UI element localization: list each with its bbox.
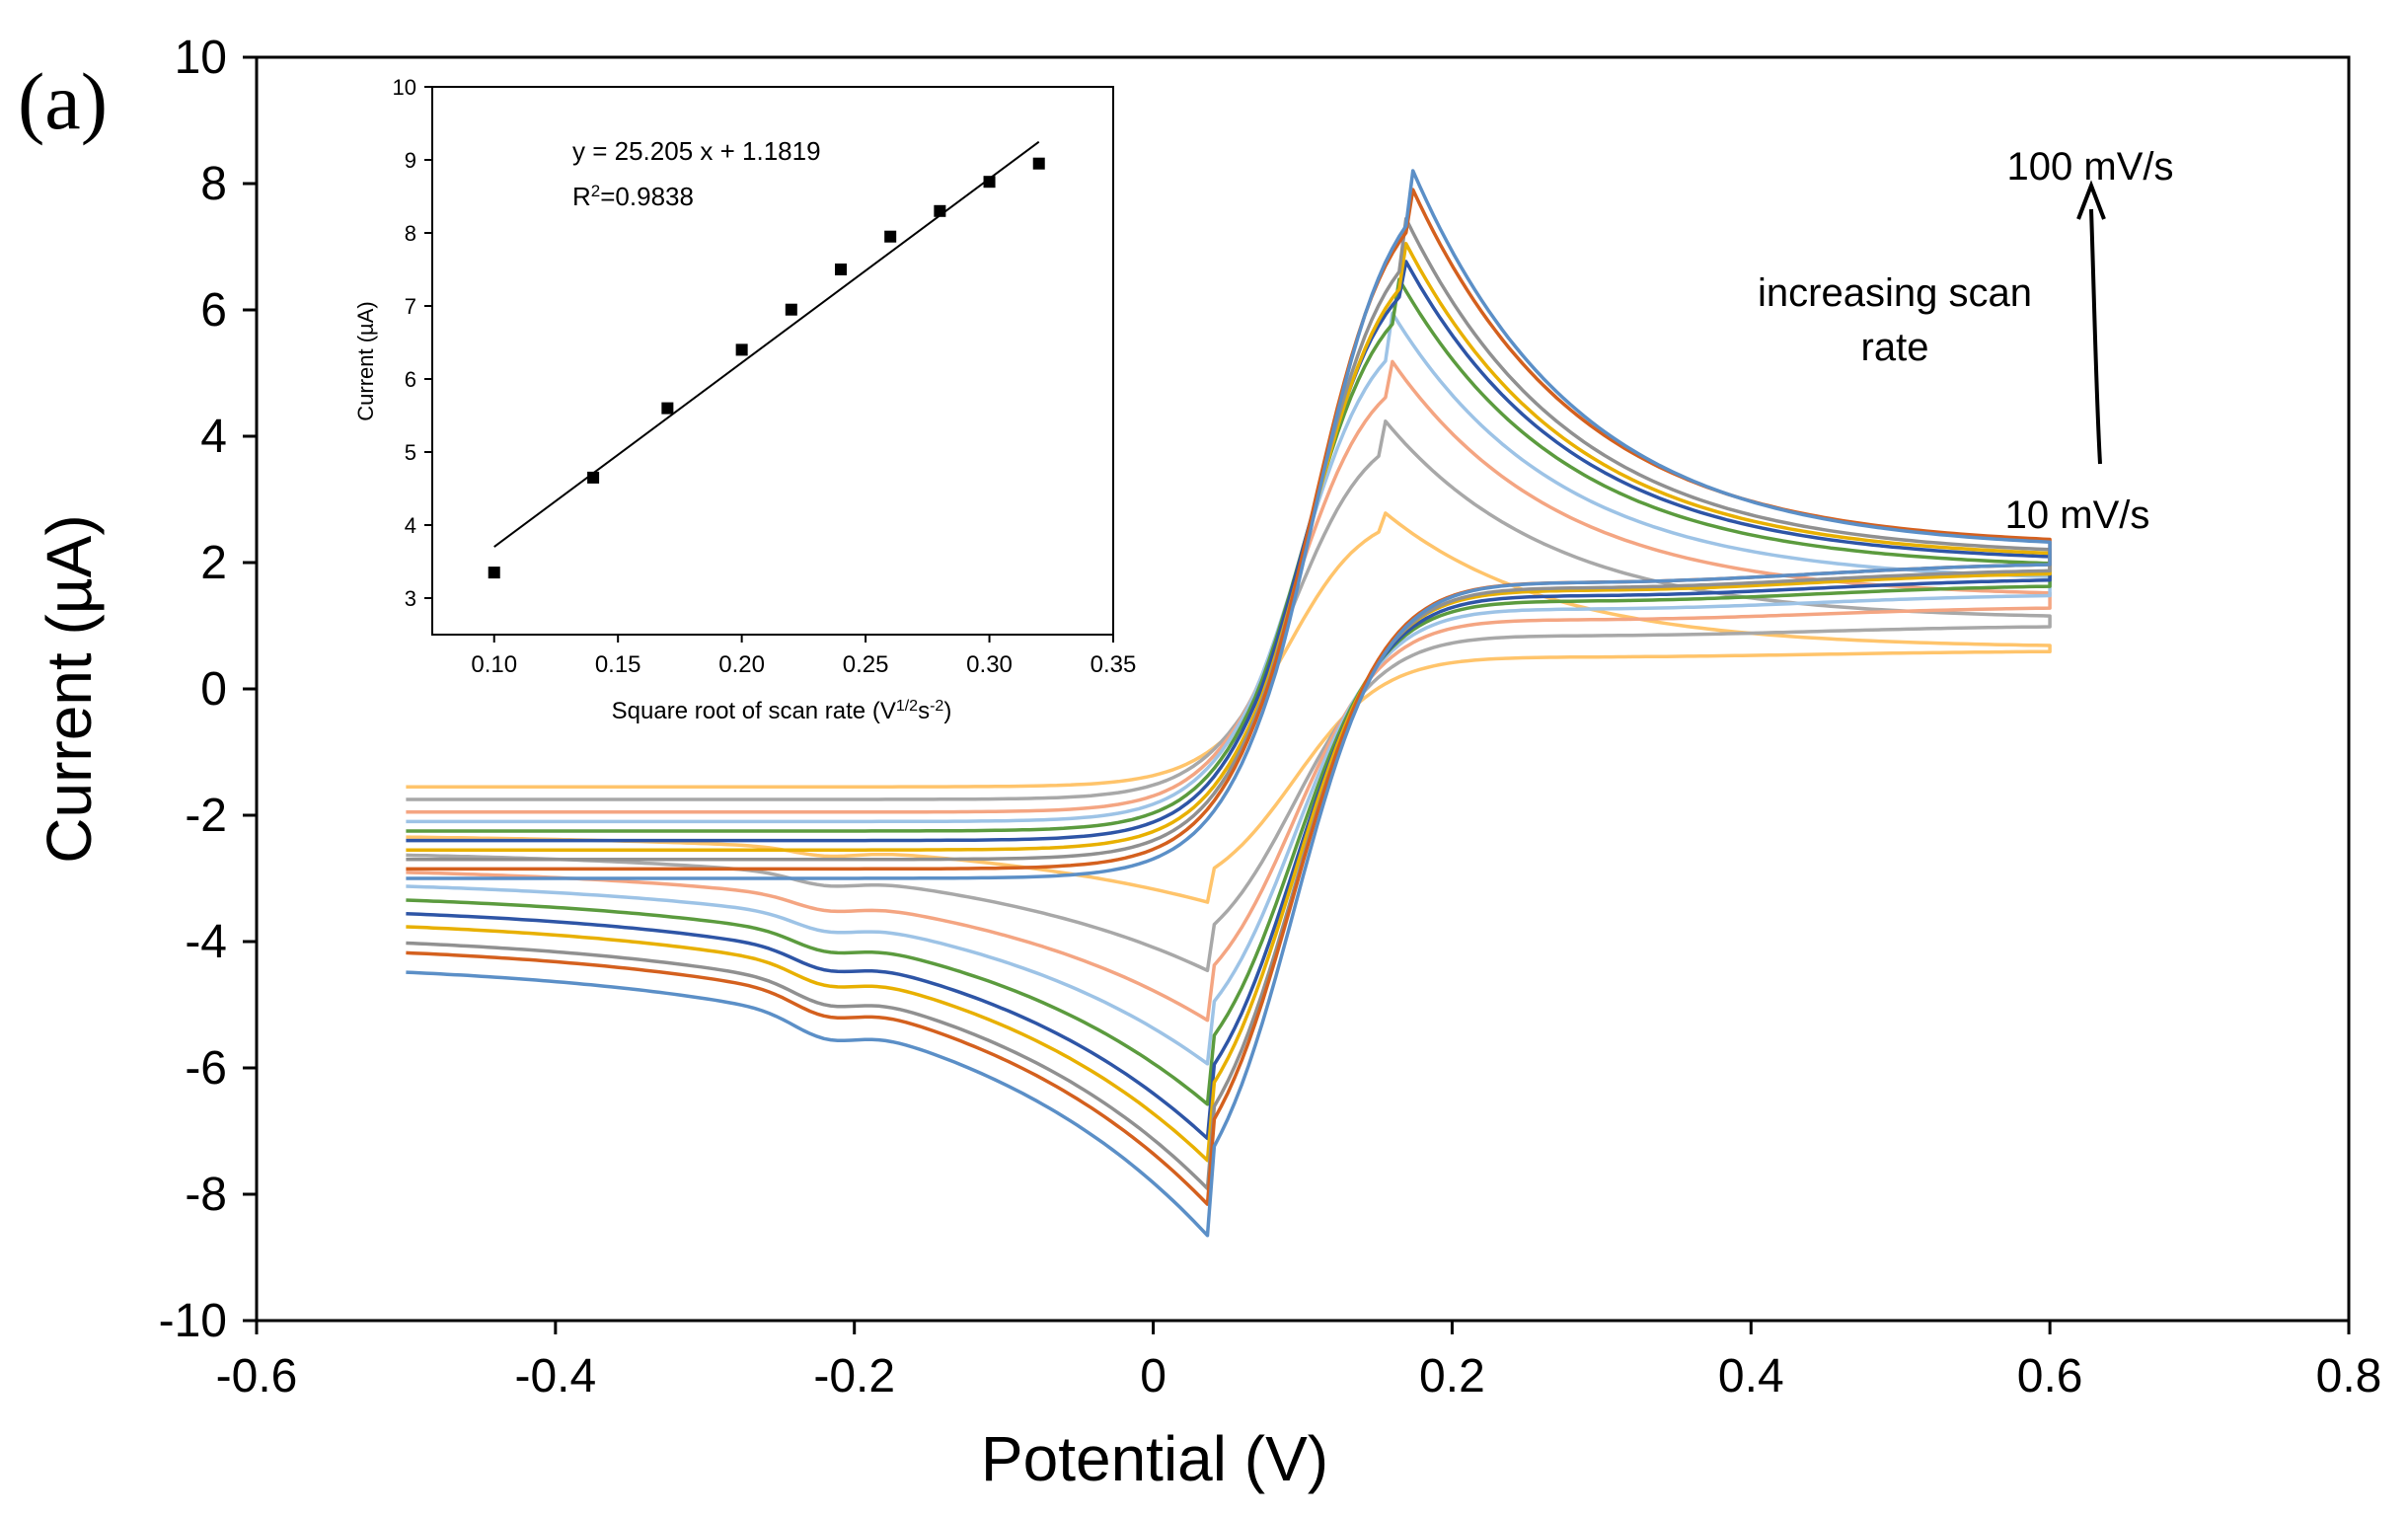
scatter-point (587, 471, 600, 484)
main-y-tick-label: 4 (200, 411, 227, 463)
main-x-tick-label: -0.4 (514, 1350, 596, 1402)
scatter-point (661, 402, 674, 415)
main-y-tick-label: -8 (185, 1169, 227, 1221)
fit-equation: y = 25.205 x + 1.1819 (572, 136, 821, 166)
main-x-tick-label: 0.8 (2316, 1350, 2382, 1402)
inset-y-axis-label: Current (µA) (353, 301, 378, 420)
scatter-point (835, 264, 847, 275)
main-x-tick-label: -0.6 (216, 1350, 298, 1402)
inset-x-axis-label: Square root of scan rate (V1/2s-2) (612, 698, 952, 725)
cv-curve (406, 419, 2052, 973)
main-x-tick-label: 0 (1140, 1350, 1166, 1402)
main-x-axis-label: Potential (V) (981, 1423, 1328, 1494)
inset-x-tick-label: 0.25 (843, 651, 889, 678)
inset-background (432, 87, 1113, 635)
inset-x-tick-label: 0.35 (1091, 651, 1137, 678)
main-y-tick-label: -6 (185, 1042, 227, 1095)
main-x-tick-label: 0.2 (1419, 1350, 1485, 1402)
main-y-tick-label: -10 (159, 1295, 227, 1347)
main-x-tick-label: 0.6 (2017, 1350, 2083, 1402)
scatter-point (884, 230, 897, 243)
annotation-direction-line2: rate (1861, 326, 1929, 369)
main-y-tick-label: 0 (200, 663, 227, 716)
main-curves (406, 169, 2052, 1238)
inset-x-tick-label: 0.20 (718, 651, 765, 678)
fit-r-squared: R2=0.9838 (572, 182, 694, 212)
inset-x-tick-label: 0.15 (595, 651, 641, 678)
inset-y-tick-label: 8 (405, 221, 416, 246)
annotation-arrow (2089, 208, 2102, 465)
fit-line (493, 140, 1040, 548)
inset-y-tick-label: 7 (405, 294, 416, 319)
inset-y-tick-label: 10 (393, 75, 416, 100)
annotation-direction-line1: increasing scan (1758, 271, 2032, 315)
scatter-point (1032, 157, 1045, 170)
inset-y-tick-label: 4 (405, 513, 416, 538)
main-y-tick-label: 6 (200, 284, 227, 337)
panel-label: (a) (18, 56, 108, 146)
inset-y-axis: 3 4 5 6 7 8 9 10 (393, 75, 432, 611)
main-x-tick-label: 0.4 (1718, 1350, 1784, 1402)
main-y-tick-label: -4 (185, 916, 227, 968)
annotation-top-rate: 100 mV/s (2007, 145, 2174, 189)
main-y-tick-label: 8 (200, 158, 227, 210)
main-x-tick-label: -0.2 (813, 1350, 895, 1402)
inset-content (488, 140, 1045, 579)
inset-y-tick-label: 5 (405, 440, 416, 465)
scatter-point (934, 204, 946, 217)
main-y-axis-label: Current (µA) (34, 514, 105, 863)
inset-chart: 0.10 0.15 0.20 0.25 0.30 0.35 3 4 5 6 7 8 9 10 Squar… (353, 75, 1136, 724)
inset-y-tick-label: 9 (405, 148, 416, 173)
inset-x-tick-label: 0.10 (471, 651, 517, 678)
cv-curve (406, 169, 2052, 1238)
annotation-arrow-head (2076, 180, 2106, 220)
inset-x-axis: 0.10 0.15 0.20 0.25 0.30 0.35 (471, 635, 1136, 678)
main-x-axis: -0.6 -0.4 -0.2 0 0.2 0.4 0.6 0.8 (216, 1321, 2382, 1402)
scatter-point (735, 343, 748, 356)
main-chart: -0.6 -0.4 -0.2 0 0.2 0.4 0.6 0.8 -10 -8 -6 -4 -2 0 2 4… (34, 32, 2381, 1494)
annotation-bottom-rate: 10 mV/s (2005, 493, 2150, 537)
main-y-tick-label: 2 (200, 537, 227, 589)
inset-y-tick-label: 6 (405, 367, 416, 392)
main-y-axis: -10 -8 -6 -4 -2 0 2 4 6 8 10 (159, 32, 257, 1347)
main-y-tick-label: 10 (175, 32, 227, 84)
scatter-point (488, 567, 500, 579)
inset-y-tick-label: 3 (405, 586, 416, 611)
scatter-point (785, 303, 797, 316)
cv-curve (406, 359, 2052, 1023)
inset-plot-frame (431, 86, 1114, 636)
inset-x-tick-label: 0.30 (966, 651, 1013, 678)
scatter-point (983, 176, 996, 189)
main-y-tick-label: -2 (185, 790, 227, 842)
